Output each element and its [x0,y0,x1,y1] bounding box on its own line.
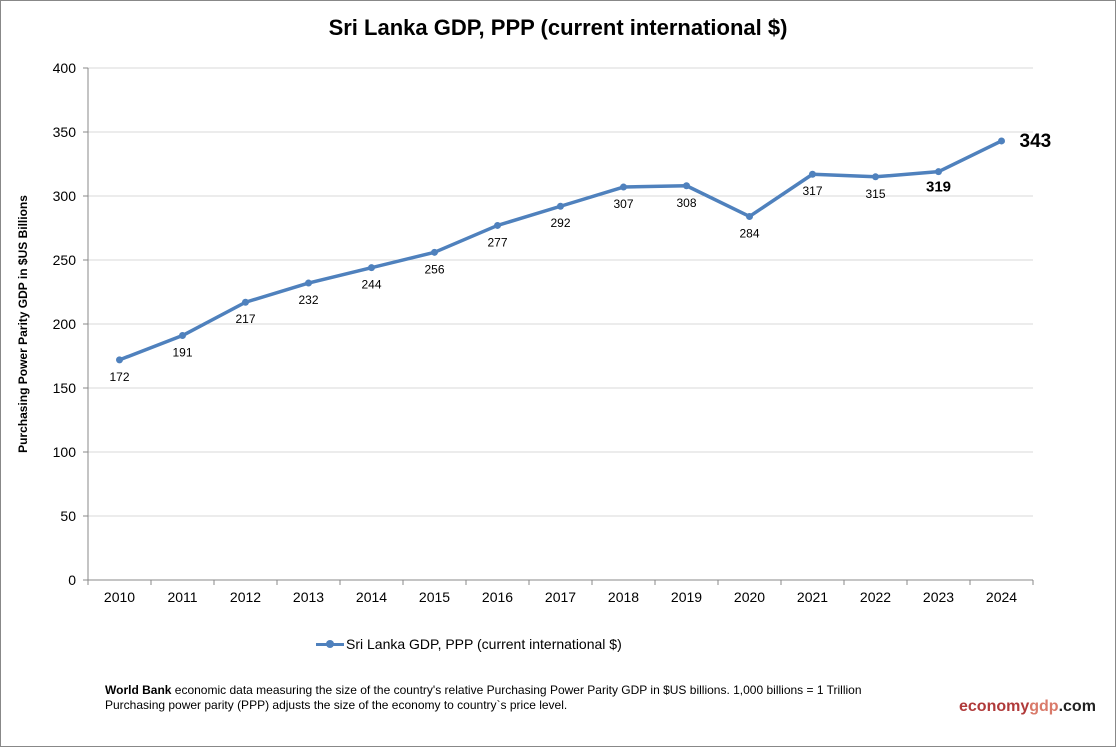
x-tick-label: 2021 [797,589,828,605]
y-tick-label: 200 [53,316,77,332]
data-point [116,356,123,364]
data-point [179,332,186,340]
legend-swatch [316,640,344,648]
x-tick-label: 2023 [923,589,954,605]
data-point [620,183,627,191]
x-tick-label: 2019 [671,589,702,605]
x-tick-label: 2012 [230,589,261,605]
footnote-line1: economic data measuring the size of the … [171,683,862,697]
x-tick-label: 2022 [860,589,891,605]
data-label: 277 [487,235,507,249]
data-label: 172 [109,370,129,384]
footnote-source: World Bank [105,683,172,697]
data-label: 217 [235,312,255,326]
y-tick-label: 400 [53,60,77,76]
legend-label: Sri Lanka GDP, PPP (current internationa… [346,636,622,652]
data-point [683,182,690,190]
y-tick-label: 50 [60,508,76,524]
y-tick-label: 150 [53,380,77,396]
x-tick-label: 2016 [482,589,513,605]
brand-logo[interactable]: economygdp.com [959,698,1096,715]
data-label: 315 [865,187,885,201]
x-tick-label: 2017 [545,589,576,605]
data-point [431,248,438,256]
x-tick-label: 2014 [356,589,387,605]
y-tick-label: 100 [53,444,77,460]
data-label: 292 [550,216,570,230]
data-point [935,168,942,176]
data-point [998,137,1005,145]
y-tick-label: 350 [53,124,77,140]
data-label: 307 [613,197,633,211]
data-label: 256 [424,262,444,276]
series-line [118,139,1003,362]
data-label: 191 [172,346,192,360]
data-point [494,221,501,229]
y-tick-label: 300 [53,188,77,204]
data-label: 308 [676,196,696,210]
data-label: 244 [361,278,381,292]
footnote: World Bank economic data measuring the s… [105,683,862,713]
data-label: 232 [298,293,318,307]
data-point [746,212,753,220]
y-tick-label: 250 [53,252,77,268]
chart-title: Sri Lanka GDP, PPP (current internationa… [328,15,788,40]
data-label: 319 [926,179,951,196]
legend: Sri Lanka GDP, PPP (current internationa… [316,636,622,652]
x-tick-label: 2015 [419,589,450,605]
data-point [872,173,879,181]
x-tick-label: 2010 [104,589,135,605]
data-point [809,170,816,178]
x-tick-label: 2013 [293,589,324,605]
data-point [368,264,375,272]
data-label: 284 [739,226,759,240]
x-tick-label: 2020 [734,589,765,605]
data-label: 317 [802,184,822,198]
data-point [557,202,564,210]
x-tick-label: 2011 [167,589,197,605]
line-chart: 0 50 100 150 200 250 300 350 400 2010 2011 2012 2013… [53,60,1052,605]
x-tick-label: 2018 [608,589,639,605]
x-tick-label: 2024 [986,589,1017,605]
data-label: 343 [1020,131,1052,152]
footnote-line2: Purchasing power parity (PPP) adjusts th… [105,698,568,712]
data-point [242,298,249,306]
data-point [305,279,312,287]
y-tick-label: 0 [68,572,76,588]
